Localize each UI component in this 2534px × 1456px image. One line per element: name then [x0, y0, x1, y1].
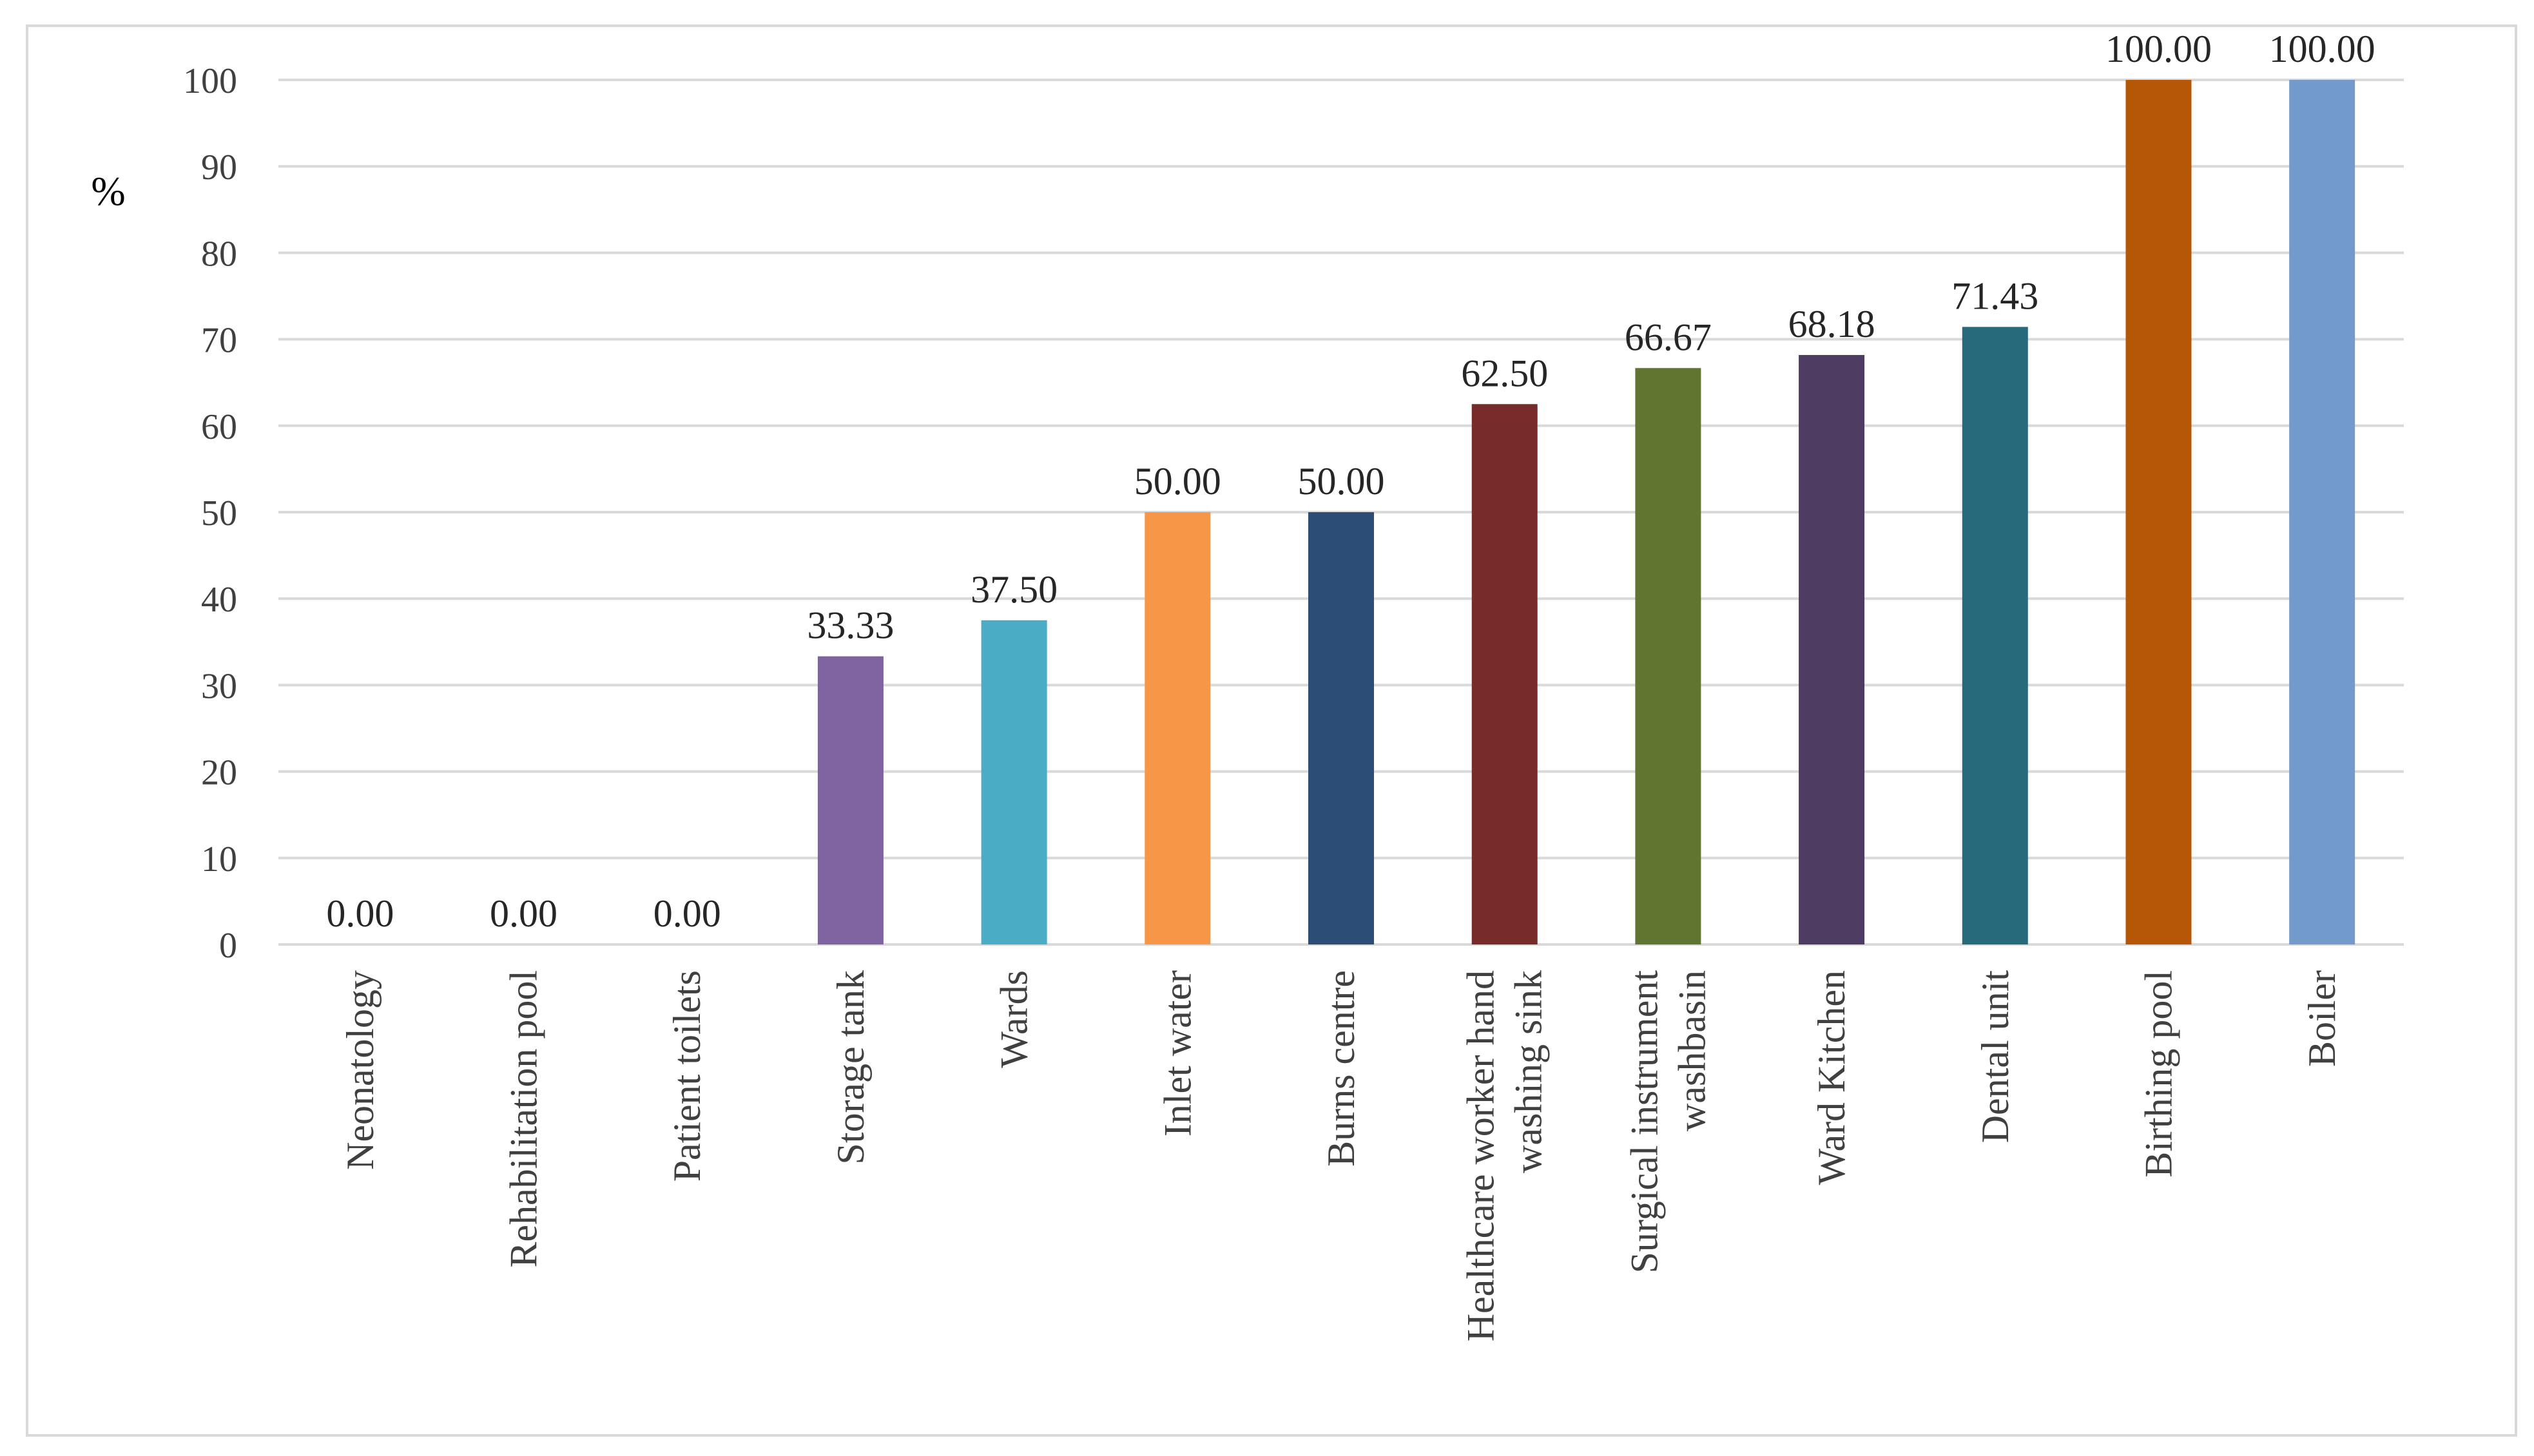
category-label-line: Birthing pool [2137, 970, 2180, 1178]
data-label: 68.18 [1788, 303, 1875, 345]
category-label-line: washbasin [1670, 970, 1713, 1131]
category-label: Burns centre [1320, 970, 1362, 1167]
bar [981, 620, 1047, 944]
data-label: 62.50 [1461, 352, 1548, 394]
category-label-line: Neonatology [339, 970, 382, 1170]
data-label: 100.00 [2105, 28, 2212, 70]
gridlines [278, 79, 2404, 946]
category-label: Wards [993, 970, 1036, 1068]
bar [1962, 327, 2028, 944]
data-label: 50.00 [1298, 460, 1385, 503]
y-tick-label: 100 [183, 61, 237, 101]
category-label: Healthcare worker hand washing sink [1460, 970, 1550, 1341]
y-tick-label: 10 [201, 839, 237, 879]
category-label-line: Boiler [2301, 970, 2343, 1067]
data-label: 37.50 [971, 568, 1058, 611]
y-tick-label: 70 [201, 321, 237, 361]
y-tick-label: 80 [201, 234, 237, 274]
category-label: Rehabilitation pool [503, 970, 545, 1268]
bar [1799, 355, 1865, 944]
chart-frame [26, 24, 2517, 1437]
y-tick-label: 50 [201, 493, 237, 533]
category-label-line: Patient toilets [666, 970, 708, 1182]
category-labels: Neonatology Rehabilitation pool Patient to… [339, 970, 2343, 1342]
category-label: Inlet water [1156, 970, 1199, 1136]
category-label-line: Inlet water [1156, 970, 1199, 1136]
data-label: 71.43 [1951, 274, 2038, 317]
y-axis-label: % [91, 168, 125, 214]
bars [817, 80, 2355, 944]
y-tick-label: 40 [201, 580, 237, 620]
category-label: Surgical instrument washbasin [1623, 970, 1713, 1274]
category-label-line: Surgical instrument [1623, 970, 1665, 1274]
bar [1308, 512, 1374, 944]
y-tick-labels: 0 10 20 30 40 50 60 70 80 90 100 [183, 61, 237, 966]
y-tick-label: 90 [201, 148, 237, 187]
data-labels: 0.00 0.00 0.00 33.33 37.50 50.00 50.00 62.50 66.… [326, 28, 2375, 935]
category-label: Birthing pool [2137, 970, 2180, 1178]
category-label: Patient toilets [666, 970, 708, 1182]
bar [1471, 404, 1538, 944]
category-label-line: washing sink [1507, 970, 1550, 1173]
category-label: Neonatology [339, 970, 382, 1170]
data-label: 0.00 [326, 892, 394, 935]
y-tick-label: 0 [219, 926, 237, 966]
y-tick-label: 60 [201, 407, 237, 447]
bar [1635, 368, 1701, 944]
bar [2125, 80, 2192, 944]
category-label-line: Healthcare worker hand [1460, 970, 1502, 1341]
category-label-line: Rehabilitation pool [503, 970, 545, 1268]
bar [2289, 80, 2355, 944]
category-label: Ward Kitchen [1810, 970, 1853, 1185]
category-label: Boiler [2301, 970, 2343, 1067]
category-label-line: Storage tank [829, 970, 872, 1165]
data-label: 0.00 [490, 892, 557, 935]
bar [817, 656, 884, 944]
y-tick-label: 20 [201, 753, 237, 793]
category-label-line: Dental unit [1974, 970, 2017, 1144]
category-label: Dental unit [1974, 970, 2017, 1144]
category-label-line: Wards [993, 970, 1036, 1068]
category-label-line: Ward Kitchen [1810, 970, 1853, 1185]
data-label: 66.67 [1625, 316, 1712, 358]
data-label: 100.00 [2269, 28, 2375, 70]
data-label: 33.33 [807, 604, 894, 647]
bar [1145, 512, 1211, 944]
y-tick-label: 30 [201, 666, 237, 706]
data-label: 50.00 [1134, 460, 1221, 503]
data-label: 0.00 [653, 892, 721, 935]
category-label-line: Burns centre [1320, 970, 1362, 1167]
category-label: Storage tank [829, 970, 872, 1165]
